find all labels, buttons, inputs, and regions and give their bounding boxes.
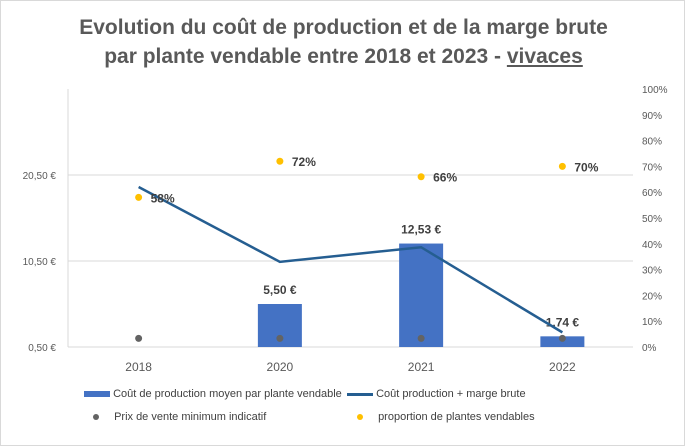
y-right-tick-label: 0% bbox=[642, 343, 657, 354]
legend-line-label: Coût production + marge brute bbox=[376, 388, 526, 400]
y-right-tick-label: 40% bbox=[642, 240, 662, 251]
bar-data-label: 5,50 € bbox=[263, 283, 297, 297]
y-right-tick-label: 100% bbox=[642, 85, 668, 96]
legend-bar-label: Coût de production moyen par plante vend… bbox=[113, 388, 342, 400]
legend-bar-swatch bbox=[84, 391, 110, 398]
proportion-point bbox=[135, 193, 143, 201]
y-right-tick-label: 90% bbox=[642, 111, 662, 122]
title-line-1: Evolution du coût de production et de la… bbox=[79, 16, 608, 39]
proportion-data-label: 70% bbox=[574, 160, 598, 174]
bar bbox=[399, 243, 444, 347]
y-right-tick-label: 70% bbox=[642, 162, 662, 173]
x-tick-label: 2020 bbox=[267, 360, 294, 374]
y-right-tick-label: 80% bbox=[642, 137, 662, 148]
bar-data-label: 1,74 € bbox=[546, 315, 580, 329]
legend-proportion-swatch bbox=[357, 414, 363, 421]
line-series bbox=[138, 185, 564, 334]
y-right-tick-label: 20% bbox=[642, 291, 662, 302]
y-right-tick-label: 30% bbox=[642, 266, 662, 277]
title-line-2: par plante vendable entre 2018 et 2023 - bbox=[104, 45, 507, 68]
proportion-point bbox=[276, 157, 284, 165]
proportion-point bbox=[417, 173, 425, 181]
proportion-data-label: 58% bbox=[151, 191, 175, 205]
y-left-tick-label: 0,50 € bbox=[28, 343, 56, 354]
legend-proportion: proportion de plantes vendables bbox=[357, 411, 535, 423]
legend-line-swatch bbox=[347, 392, 373, 396]
bar-data-label: 12,53 € bbox=[401, 223, 441, 237]
y-right-tick-label: 50% bbox=[642, 214, 662, 225]
x-tick-label: 2018 bbox=[125, 360, 152, 374]
legend-price-label: Prix de vente minimum indicatif bbox=[114, 411, 267, 423]
price-point bbox=[417, 334, 425, 342]
x-tick-label: 2022 bbox=[549, 360, 576, 374]
proportion-data-label: 72% bbox=[292, 155, 316, 169]
legend-proportion-label: proportion de plantes vendables bbox=[378, 411, 535, 423]
legend-bar: Coût de production moyen par plante vend… bbox=[84, 388, 342, 400]
x-tick-label: 2021 bbox=[408, 360, 435, 374]
legend-line: Coût production + marge brute bbox=[347, 388, 526, 400]
price-point bbox=[558, 334, 566, 342]
chart-title: Evolution du coût de production et de la… bbox=[1, 13, 685, 71]
y-left-tick-label: 10,50 € bbox=[23, 257, 57, 268]
y-right-tick-label: 60% bbox=[642, 188, 662, 199]
y-right-tick-label: 10% bbox=[642, 317, 662, 328]
legend-price: Prix de vente minimum indicatif bbox=[93, 411, 266, 423]
legend-price-swatch bbox=[93, 414, 99, 421]
title-emphasis: vivaces bbox=[506, 45, 583, 68]
price-point bbox=[135, 334, 143, 342]
y-left-tick-label: 20,50 € bbox=[23, 171, 57, 182]
proportion-point bbox=[558, 162, 566, 170]
price-point bbox=[276, 334, 284, 342]
proportion-data-label: 66% bbox=[433, 171, 457, 185]
